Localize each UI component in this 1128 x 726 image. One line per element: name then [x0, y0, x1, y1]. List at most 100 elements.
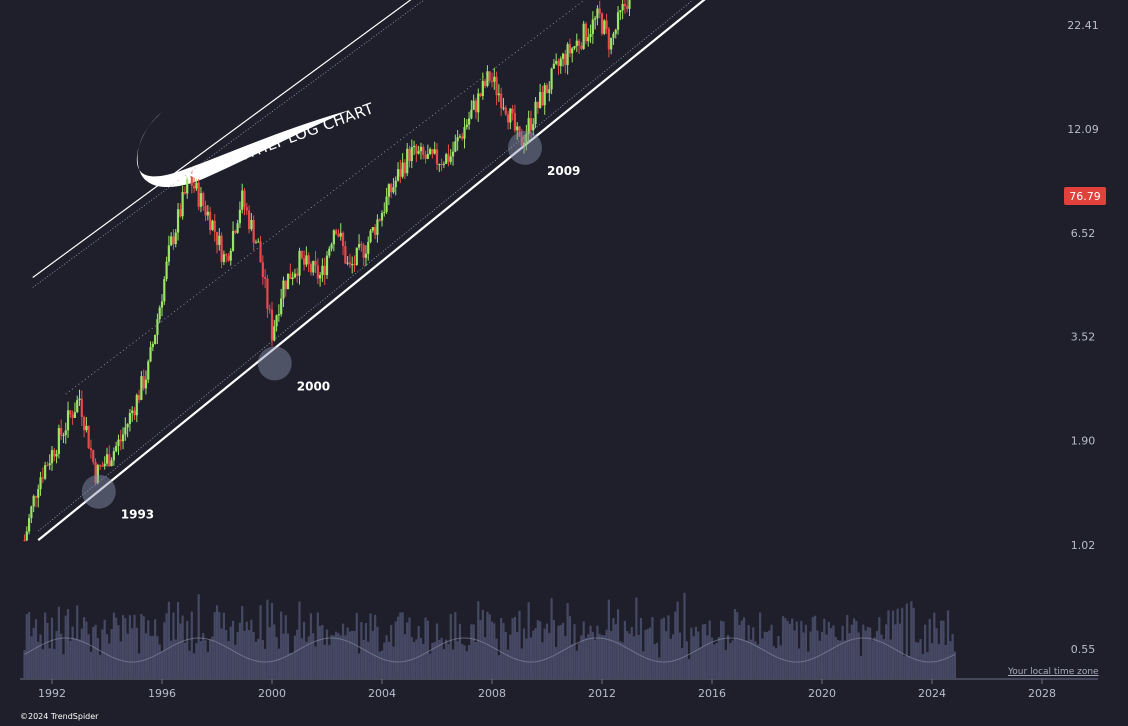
candle-body	[516, 126, 519, 131]
candle-body	[619, 10, 622, 13]
volume-bar	[759, 612, 762, 678]
volume-bar	[869, 627, 872, 678]
candle-body	[117, 439, 120, 446]
candle-body	[596, 8, 599, 19]
volume-bar	[777, 635, 780, 678]
candle-body	[316, 265, 319, 279]
volume-bar	[66, 609, 70, 678]
volume-bar	[231, 620, 235, 678]
volume-bar	[736, 612, 739, 678]
volume-bar	[816, 630, 819, 678]
candle-body	[559, 58, 562, 67]
candle-body	[115, 445, 118, 452]
volume-bar	[32, 627, 35, 678]
candle-body	[445, 154, 448, 164]
candle-body	[502, 107, 505, 109]
volume-bar	[23, 649, 26, 678]
candle-body	[401, 162, 404, 177]
candle-body	[99, 465, 102, 467]
volume-bar	[131, 628, 134, 678]
volume-bar	[621, 642, 624, 678]
candle-body	[610, 37, 613, 50]
volume-bar	[110, 629, 113, 678]
candle-body	[532, 124, 535, 131]
volume-bar	[245, 621, 248, 678]
volume-bar	[749, 639, 753, 678]
volume-bar	[685, 641, 688, 678]
volume-bar	[797, 648, 801, 678]
volume-bar	[357, 653, 361, 678]
candle-body	[252, 220, 255, 243]
candle-body	[89, 448, 93, 451]
candle-body	[231, 230, 235, 251]
volume-bar	[722, 621, 725, 678]
candle-body	[314, 260, 317, 266]
volume-bar	[603, 635, 606, 678]
volume-bar	[60, 633, 63, 678]
candle-body	[170, 236, 173, 246]
candle-body	[105, 454, 109, 464]
candle-body	[486, 71, 489, 86]
candle-body	[362, 245, 365, 258]
volume-bar	[472, 624, 475, 678]
volume-bar	[390, 624, 393, 678]
candle-body	[527, 118, 530, 134]
volume-bar	[117, 625, 120, 678]
candle-body	[92, 450, 95, 462]
volume-bar	[419, 637, 423, 678]
volume-bar	[928, 619, 931, 678]
volume-bar	[665, 631, 668, 678]
volume-bar	[431, 642, 434, 678]
volume-bar	[284, 615, 287, 678]
volume-bar	[834, 637, 837, 678]
candle-body	[550, 68, 553, 90]
candle-body	[419, 146, 423, 152]
volume-bar	[733, 609, 737, 678]
candle-body	[225, 254, 228, 256]
volume-bar	[289, 652, 292, 678]
volume-bar	[128, 615, 132, 678]
volume-bar	[926, 652, 929, 678]
volume-bar	[211, 636, 214, 678]
year-annotation: 1993	[121, 508, 154, 522]
candle-body	[96, 465, 99, 483]
volume-bar	[756, 644, 759, 678]
touch-point-marker	[508, 130, 542, 165]
volume-bar	[170, 640, 173, 678]
volume-bar	[220, 628, 223, 678]
candle-body	[101, 465, 104, 467]
volume-bar	[836, 639, 840, 678]
volume-bar	[401, 612, 404, 678]
volume-bar	[383, 642, 386, 678]
candle-body	[25, 531, 28, 541]
volume-bar	[807, 651, 810, 678]
volume-bar	[291, 653, 294, 678]
volume-bar	[905, 603, 908, 678]
volume-bar	[445, 639, 448, 678]
volume-bar	[62, 654, 65, 678]
candle-body	[575, 40, 578, 47]
volume-bar	[458, 623, 462, 678]
candle-body	[555, 61, 558, 64]
candle-body	[497, 93, 500, 96]
volume-bar	[880, 634, 883, 678]
volume-bar	[82, 617, 86, 678]
candle-body	[121, 434, 125, 442]
volume-bar	[140, 614, 143, 678]
volume-bar	[261, 639, 264, 678]
volume-bar	[406, 622, 409, 678]
volume-bar	[506, 649, 510, 678]
volume-bar	[417, 625, 420, 678]
volume-bar	[380, 650, 384, 678]
candle-body	[371, 227, 374, 231]
volume-bar	[463, 645, 466, 678]
volume-bar	[662, 617, 665, 678]
candle-body	[211, 220, 214, 230]
candle-body	[179, 209, 182, 217]
volume-bar	[323, 644, 326, 678]
volume-bar	[85, 621, 88, 678]
timezone-link[interactable]: Your local time zone	[1008, 667, 1099, 677]
volume-bar	[218, 612, 221, 678]
volume-bar	[539, 621, 542, 678]
candle-body	[500, 93, 503, 109]
